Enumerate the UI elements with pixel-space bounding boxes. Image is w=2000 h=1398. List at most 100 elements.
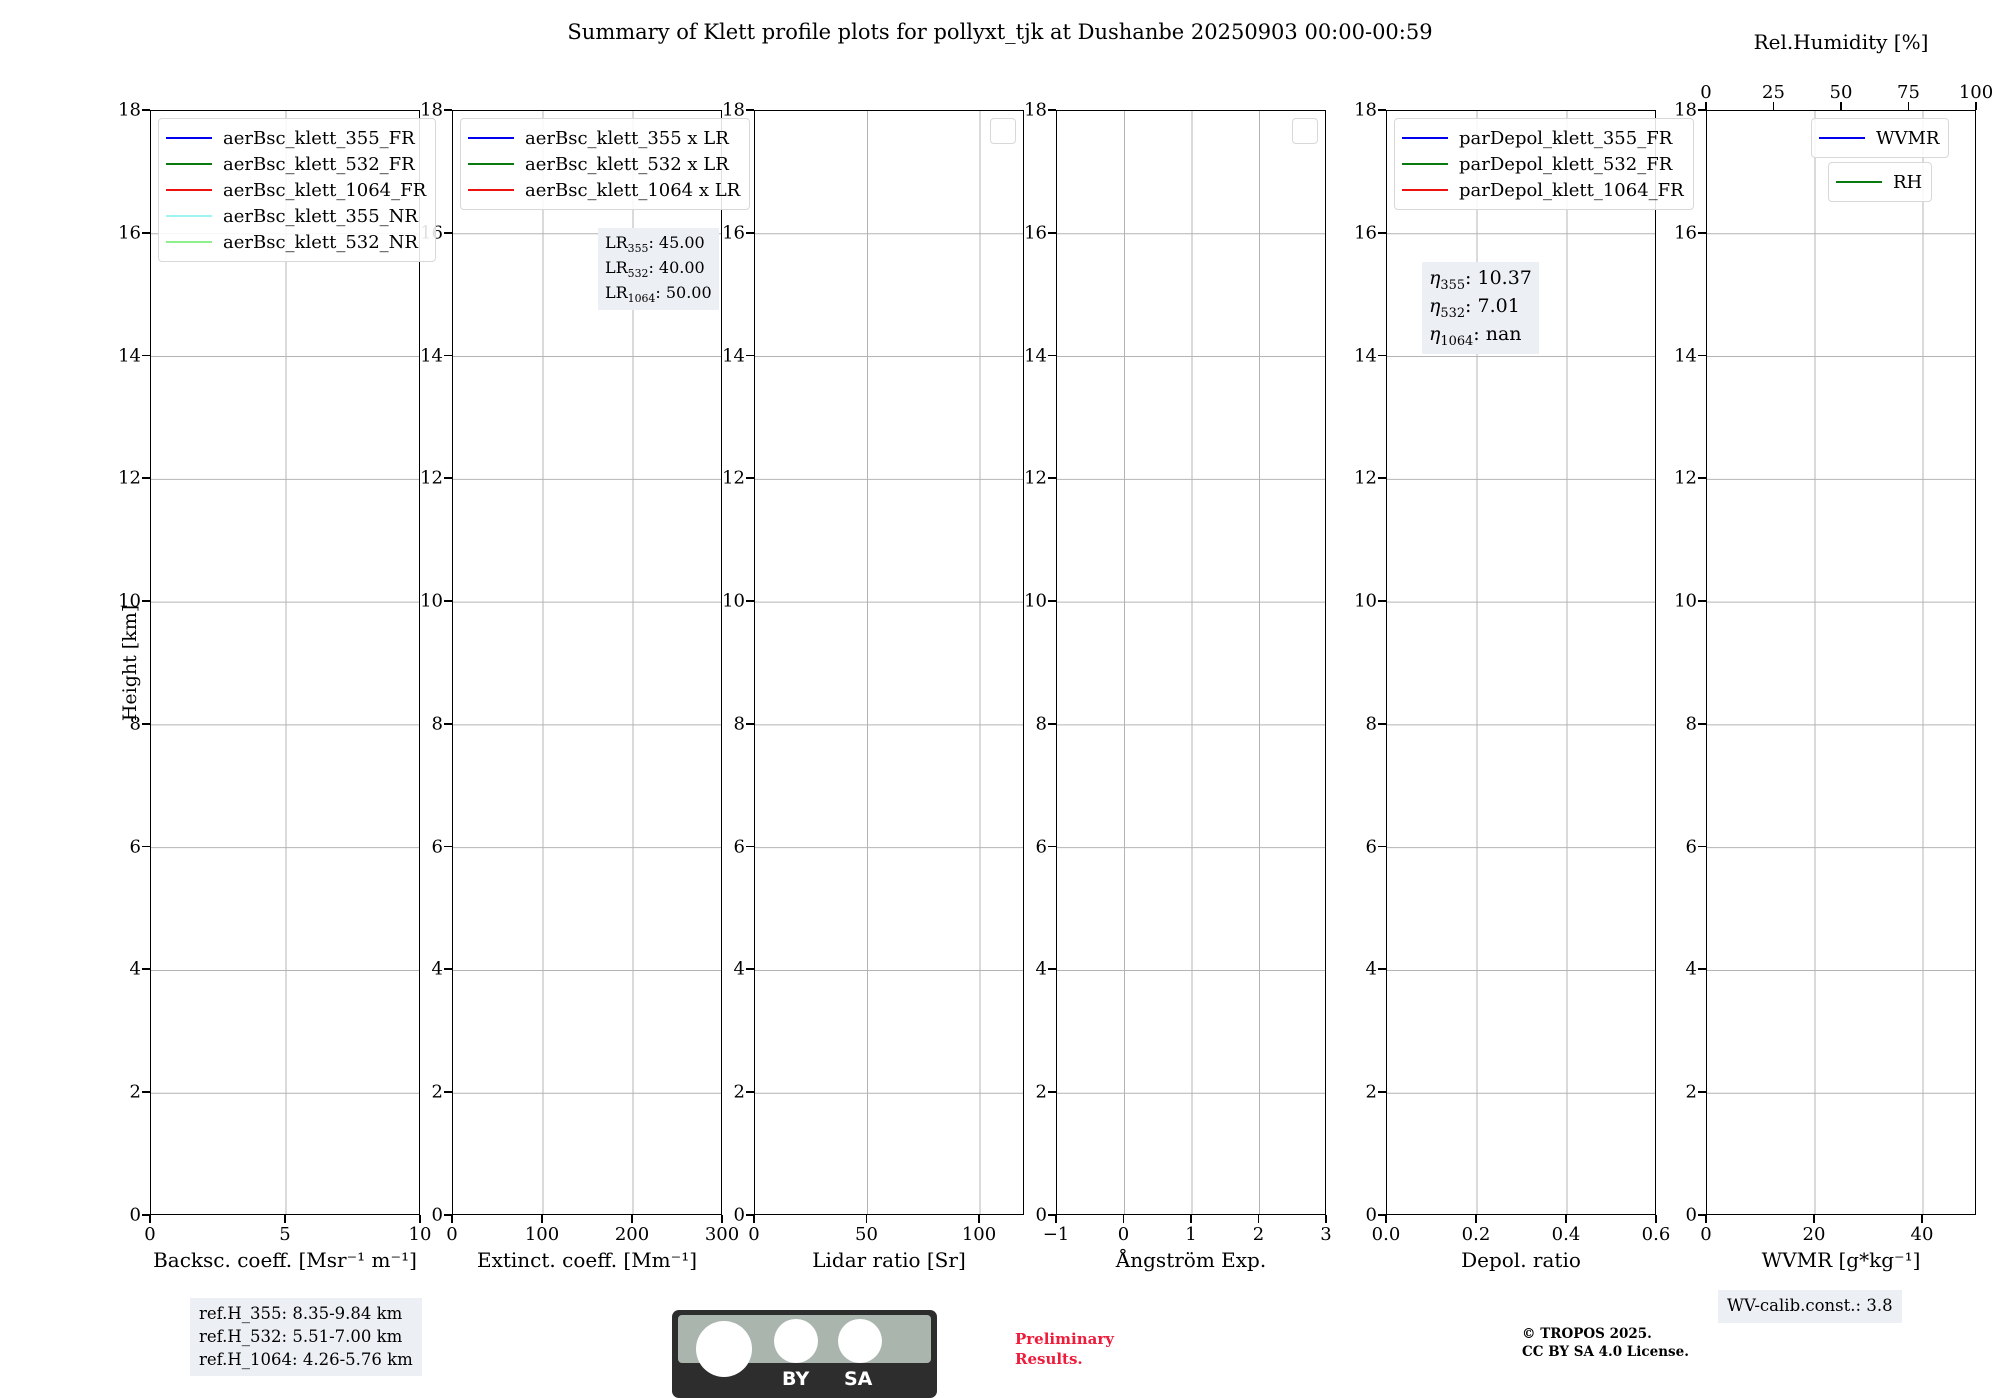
- y-tickmark: [444, 968, 452, 971]
- legend-item[interactable]: parDepol_klett_355_FR: [1402, 125, 1684, 151]
- x-tickmark: [1257, 1215, 1260, 1223]
- y-tick-label: 6: [1365, 836, 1377, 858]
- y-tick-label: 0: [129, 1204, 141, 1226]
- legend-item[interactable]: aerBsc_klett_532_FR: [166, 151, 426, 177]
- legend-label: aerBsc_klett_1064 x LR: [525, 179, 741, 201]
- y-tick-label: 10: [118, 590, 141, 612]
- top-x-tickmark: [1705, 102, 1707, 110]
- y-tickmark: [444, 600, 452, 602]
- y-tick-label: 0: [431, 1204, 443, 1226]
- y-tick-label: 6: [431, 836, 443, 858]
- lr-532-value: LR532: 40.00: [605, 257, 705, 280]
- legend-item[interactable]: aerBsc_klett_355 x LR: [468, 125, 740, 151]
- plot-area-lidar-ratio: [754, 110, 1024, 1215]
- y-tickmark: [1048, 109, 1056, 111]
- legend-label: aerBsc_klett_532_NR: [223, 231, 418, 253]
- y-tick-label: 14: [722, 345, 745, 367]
- y-tickmark: [444, 1091, 452, 1094]
- y-tick-label: 10: [1354, 590, 1377, 612]
- x-tickmark: [1705, 1215, 1707, 1223]
- y-tick-label: 16: [118, 222, 141, 244]
- top-x-tickmark: [1840, 102, 1842, 110]
- y-tickmark: [1698, 109, 1706, 111]
- y-tickmark: [444, 231, 452, 234]
- y-tick-label: 8: [431, 713, 443, 735]
- y-tickmark: [142, 354, 150, 357]
- legend-angstrom-empty[interactable]: [1292, 118, 1318, 144]
- legend-item[interactable]: aerBsc_klett_532 x LR: [468, 151, 740, 177]
- x-tickmark: [753, 1215, 755, 1223]
- top-x-tick-label: 75: [1897, 82, 1920, 103]
- y-tickmark: [444, 109, 452, 111]
- legend-item[interactable]: parDepol_klett_1064_FR: [1402, 177, 1684, 203]
- y-tick-label: 12: [1354, 467, 1377, 489]
- x-tick-label: 0: [144, 1224, 156, 1245]
- preliminary-results-note: Preliminary Results.: [1015, 1330, 1114, 1369]
- y-tick-label: 2: [1685, 1081, 1697, 1103]
- lidar-ratio-annotation: LR355: 45.00 LR532: 40.00 LR1064: 50.00: [598, 228, 719, 311]
- y-tick-label: 12: [420, 467, 443, 489]
- figure-root: Summary of Klett profile plots for polly…: [118, 20, 1994, 1398]
- legend-extinction[interactable]: aerBsc_klett_355 x LR aerBsc_klett_532 x…: [460, 118, 751, 210]
- legend-item[interactable]: RH: [1836, 169, 1922, 195]
- reference-height-annotation: ref.H_355: 8.35-9.84 km ref.H_532: 5.51-7…: [190, 1298, 422, 1377]
- y-tick-label: 14: [1354, 345, 1377, 367]
- eta-1064-value: η1064: nan: [1429, 323, 1522, 350]
- y-tickmark: [1378, 1214, 1386, 1216]
- plot-area-angstrom: [1056, 110, 1326, 1215]
- y-tick-label: 0: [1365, 1204, 1377, 1226]
- y-tickmark: [1698, 968, 1706, 971]
- y-tickmark: [1698, 600, 1706, 602]
- legend-label: WVMR: [1876, 127, 1940, 149]
- y-tick-label: 8: [1035, 713, 1047, 735]
- y-tickmark: [142, 600, 150, 602]
- sa-share-alike-icon: [838, 1319, 882, 1363]
- y-tick-label: 4: [1365, 958, 1377, 980]
- y-tickmark: [1698, 722, 1706, 725]
- y-tick-label: 8: [1685, 713, 1697, 735]
- y-tick-label: 6: [1685, 836, 1697, 858]
- legend-backscatter[interactable]: aerBsc_klett_355_FR aerBsc_klett_532_FR …: [158, 118, 437, 262]
- eta-annotation: η355: 10.37 η532: 7.01 η1064: nan: [1422, 262, 1539, 355]
- legend-item[interactable]: aerBsc_klett_355_FR: [166, 125, 426, 151]
- top-x-tick-label: 50: [1829, 82, 1853, 103]
- tropos-line: © TROPOS 2025.: [1522, 1326, 1652, 1342]
- y-tickmark: [1378, 600, 1386, 602]
- y-tick-label: 6: [733, 836, 745, 858]
- x-tick-label: 2: [1252, 1224, 1265, 1245]
- top-x-tick-label: 100: [1958, 82, 1994, 103]
- grid-lidar-ratio: [755, 111, 1023, 1214]
- x-tickmark: [419, 1215, 421, 1223]
- y-tick-label: 16: [1024, 222, 1047, 244]
- legend-item[interactable]: WVMR: [1819, 125, 1939, 151]
- y-tick-label: 8: [733, 713, 745, 735]
- legend-lidar-ratio-empty[interactable]: [990, 118, 1016, 144]
- legend-label: RH: [1893, 171, 1923, 193]
- panel-backscatter: Height [km] 0 2 4 6 8 10 12 14 16 18 0 5 10 aerBsc_…: [118, 100, 437, 1272]
- top-axis-label-rh: Rel.Humidity [%]: [1753, 30, 1929, 54]
- cc-by-label: BY: [782, 1368, 810, 1390]
- wv-calib-value: WV-calib.const.: 3.8: [1727, 1296, 1893, 1315]
- x-axis-label-extinction: Extinct. coeff. [Mm⁻¹]: [476, 1248, 698, 1272]
- legend-rh[interactable]: RH: [1828, 162, 1933, 202]
- legend-wvmr[interactable]: WVMR: [1811, 118, 1950, 158]
- legend-item[interactable]: parDepol_klett_532_FR: [1402, 151, 1684, 177]
- y-tick-label: 12: [118, 467, 141, 489]
- x-tickmark: [541, 1215, 543, 1223]
- x-tick-label: 0.6: [1641, 1224, 1671, 1245]
- y-tick-label: 6: [1035, 836, 1047, 858]
- legend-depol-ratio[interactable]: parDepol_klett_355_FR parDepol_klett_532…: [1394, 118, 1694, 210]
- x-tick-label: 3: [1320, 1224, 1332, 1245]
- legend-item[interactable]: aerBsc_klett_1064 x LR: [468, 177, 740, 203]
- legend-item[interactable]: aerBsc_klett_1064_FR: [166, 177, 426, 203]
- y-tick-label: 6: [129, 836, 141, 858]
- y-tickmark: [1378, 354, 1386, 357]
- y-tickmark: [142, 968, 150, 971]
- grid-backscatter: [151, 111, 419, 1214]
- x-axis-label-wvmr: WVMR [g*kg⁻¹]: [1761, 1248, 1921, 1272]
- legend-item[interactable]: aerBsc_klett_355_NR: [166, 203, 426, 229]
- x-tick-label: 20: [1802, 1224, 1826, 1245]
- y-tick-label: 8: [1365, 713, 1377, 735]
- y-tick-label: 12: [722, 467, 745, 489]
- legend-item[interactable]: aerBsc_klett_532_NR: [166, 229, 426, 255]
